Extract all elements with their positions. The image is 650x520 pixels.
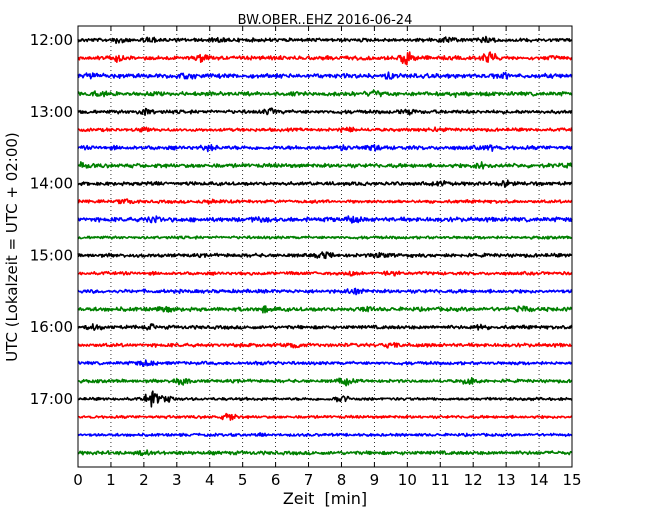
trace-1400 (77, 179, 573, 189)
x-tick-label: 8 (337, 471, 347, 489)
x-tick-label: 2 (139, 471, 149, 489)
trace-1630 (77, 359, 573, 368)
trace-1600 (77, 323, 573, 331)
trace-1700 (77, 390, 573, 408)
x-tick-label: 11 (431, 471, 450, 489)
tick-layer: 0 1 2 3 4 5 6 7 8 9 10 11 12 13 14 1512:0013:0014:0015:… (30, 26, 582, 489)
y-tick-label: 15:00 (30, 246, 73, 264)
x-tick-label: 12 (464, 471, 483, 489)
trace-1615 (77, 341, 573, 349)
trace-1545 (77, 305, 573, 314)
x-tick-label: 0 (73, 471, 83, 489)
trace-1245 (77, 89, 573, 98)
trace-1200 (77, 35, 573, 45)
x-tick-label: 7 (304, 471, 314, 489)
x-tick-label: 15 (562, 471, 581, 489)
x-tick-label: 6 (271, 471, 281, 489)
x-tick-label: 3 (172, 471, 182, 489)
trace-1345 (77, 161, 573, 170)
chart-title: BW.OBER..EHZ 2016-06-24 (238, 13, 413, 28)
y-axis-label: UTC (Lokalzeit = UTC + 02:00) (3, 132, 21, 362)
x-tick-label: 13 (497, 471, 516, 489)
x-tick-label: 14 (530, 471, 549, 489)
y-tick-label: 17:00 (30, 390, 73, 408)
plot-frame (77, 25, 573, 468)
trace-1745 (77, 449, 573, 457)
trace-1500 (77, 251, 573, 260)
y-tick-label: 13:00 (30, 103, 73, 121)
trace-1645 (77, 376, 573, 387)
x-tick-label: 9 (370, 471, 380, 489)
trace-1300 (77, 107, 573, 117)
trace-1330 (77, 143, 573, 153)
trace-1445 (77, 235, 573, 240)
x-tick-label: 4 (205, 471, 215, 489)
trace-1230 (77, 71, 573, 80)
trace-1430 (77, 215, 573, 224)
grid-layer (110, 26, 540, 467)
trace-1215 (77, 51, 573, 66)
trace-1415 (77, 198, 573, 205)
trace-1530 (77, 287, 573, 296)
x-tick-label: 10 (398, 471, 417, 489)
y-tick-label: 12:00 (30, 31, 73, 49)
x-axis-label: Zeit [min] (283, 489, 367, 508)
y-tick-label: 16:00 (30, 318, 73, 336)
x-tick-label: 5 (238, 471, 248, 489)
trace-1715 (77, 412, 573, 421)
trace-layer (77, 35, 573, 457)
x-tick-label: 1 (106, 471, 116, 489)
trace-1730 (77, 432, 573, 438)
trace-1315 (77, 126, 573, 133)
trace-1515 (77, 270, 573, 277)
y-tick-label: 14:00 (30, 175, 73, 193)
